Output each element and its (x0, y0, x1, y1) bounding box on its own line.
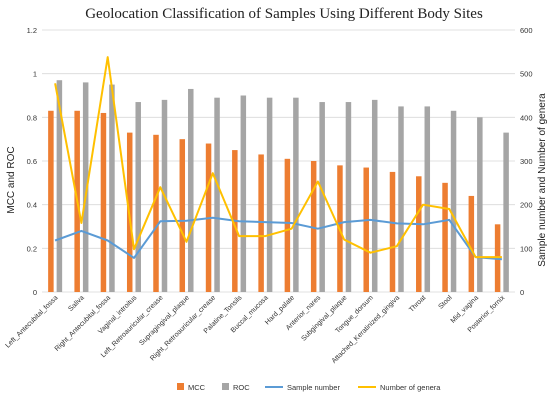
bar-mcc (363, 167, 369, 292)
axis-ticks: 0 0 0.2 100 0.4 200 0.6 300 0.8 400 1 500 1.2 600 (27, 26, 533, 297)
left-tick-label: 0 (33, 288, 37, 297)
left-tick-label: 0.8 (27, 113, 37, 122)
legend-label-sample-number: Sample number (287, 383, 340, 392)
chart-title: Geolocation Classification of Samples Us… (85, 6, 483, 22)
left-axis-title: MCC and ROC (6, 146, 17, 213)
bar-roc (135, 102, 141, 292)
category-label: Left_Antecubital_fossa (5, 294, 60, 349)
bar-roc (56, 80, 63, 292)
bar-mcc (258, 154, 264, 292)
bar-roc (109, 84, 115, 292)
right-tick-label: 0 (520, 288, 524, 297)
bar-roc (371, 99, 378, 292)
bar-roc (214, 97, 220, 292)
bar-roc (450, 110, 457, 293)
line-sample-number (54, 216, 502, 261)
legend: MCC ROC Sample number Number of genera (177, 383, 441, 392)
bar-roc (319, 102, 325, 292)
category-labels: Left_Antecubital_fossa SalivaRight_Antecu… (5, 294, 507, 365)
bar-roc (398, 106, 404, 293)
bar-roc (345, 102, 352, 292)
bar-mcc (153, 134, 159, 292)
category-label: Stool (437, 294, 454, 311)
bar-roc (503, 132, 509, 292)
right-tick-label: 500 (520, 70, 533, 79)
legend-label-number-of-genera: Number of genera (380, 383, 441, 392)
right-tick-label: 200 (520, 201, 533, 210)
bars (48, 80, 509, 293)
bar-mcc (48, 110, 54, 293)
category-label: Supragingival_plaque (138, 294, 191, 347)
bar-roc (188, 88, 194, 292)
left-tick-label: 1.2 (27, 26, 37, 35)
legend-label-roc: ROC (233, 383, 250, 392)
category-label: Throat (408, 294, 427, 313)
category-label: Subgingival_plaque (300, 294, 348, 342)
bar-roc (266, 97, 273, 292)
bar-mcc (442, 182, 448, 292)
bar-mcc (179, 139, 186, 292)
bar-mcc (468, 195, 475, 292)
bar-roc (240, 95, 247, 292)
bar-roc (477, 117, 483, 292)
line-number-of-genera (54, 56, 502, 259)
legend-swatch-roc (222, 383, 229, 390)
bar-roc (293, 97, 299, 292)
right-tick-label: 400 (520, 113, 533, 122)
bar-mcc (310, 161, 317, 292)
right-tick-label: 100 (520, 244, 533, 253)
bar-mcc (284, 158, 291, 292)
left-tick-label: 1 (33, 70, 37, 79)
lines (54, 56, 502, 261)
bar-roc (82, 82, 89, 293)
legend-label-mcc: MCC (188, 383, 206, 392)
left-tick-label: 0.6 (27, 157, 37, 166)
legend-swatch-mcc (177, 383, 184, 390)
right-tick-label: 300 (520, 157, 533, 166)
bar-mcc (389, 171, 396, 292)
bar-roc (424, 106, 431, 293)
left-tick-label: 0.2 (27, 244, 37, 253)
left-tick-label: 0.4 (27, 201, 37, 210)
right-axis-title: Sample number and Number of genera (537, 93, 548, 267)
bar-mcc (100, 112, 107, 292)
right-tick-label: 600 (520, 26, 533, 35)
bar-mcc (416, 176, 422, 292)
category-label: Saliva (67, 294, 86, 313)
